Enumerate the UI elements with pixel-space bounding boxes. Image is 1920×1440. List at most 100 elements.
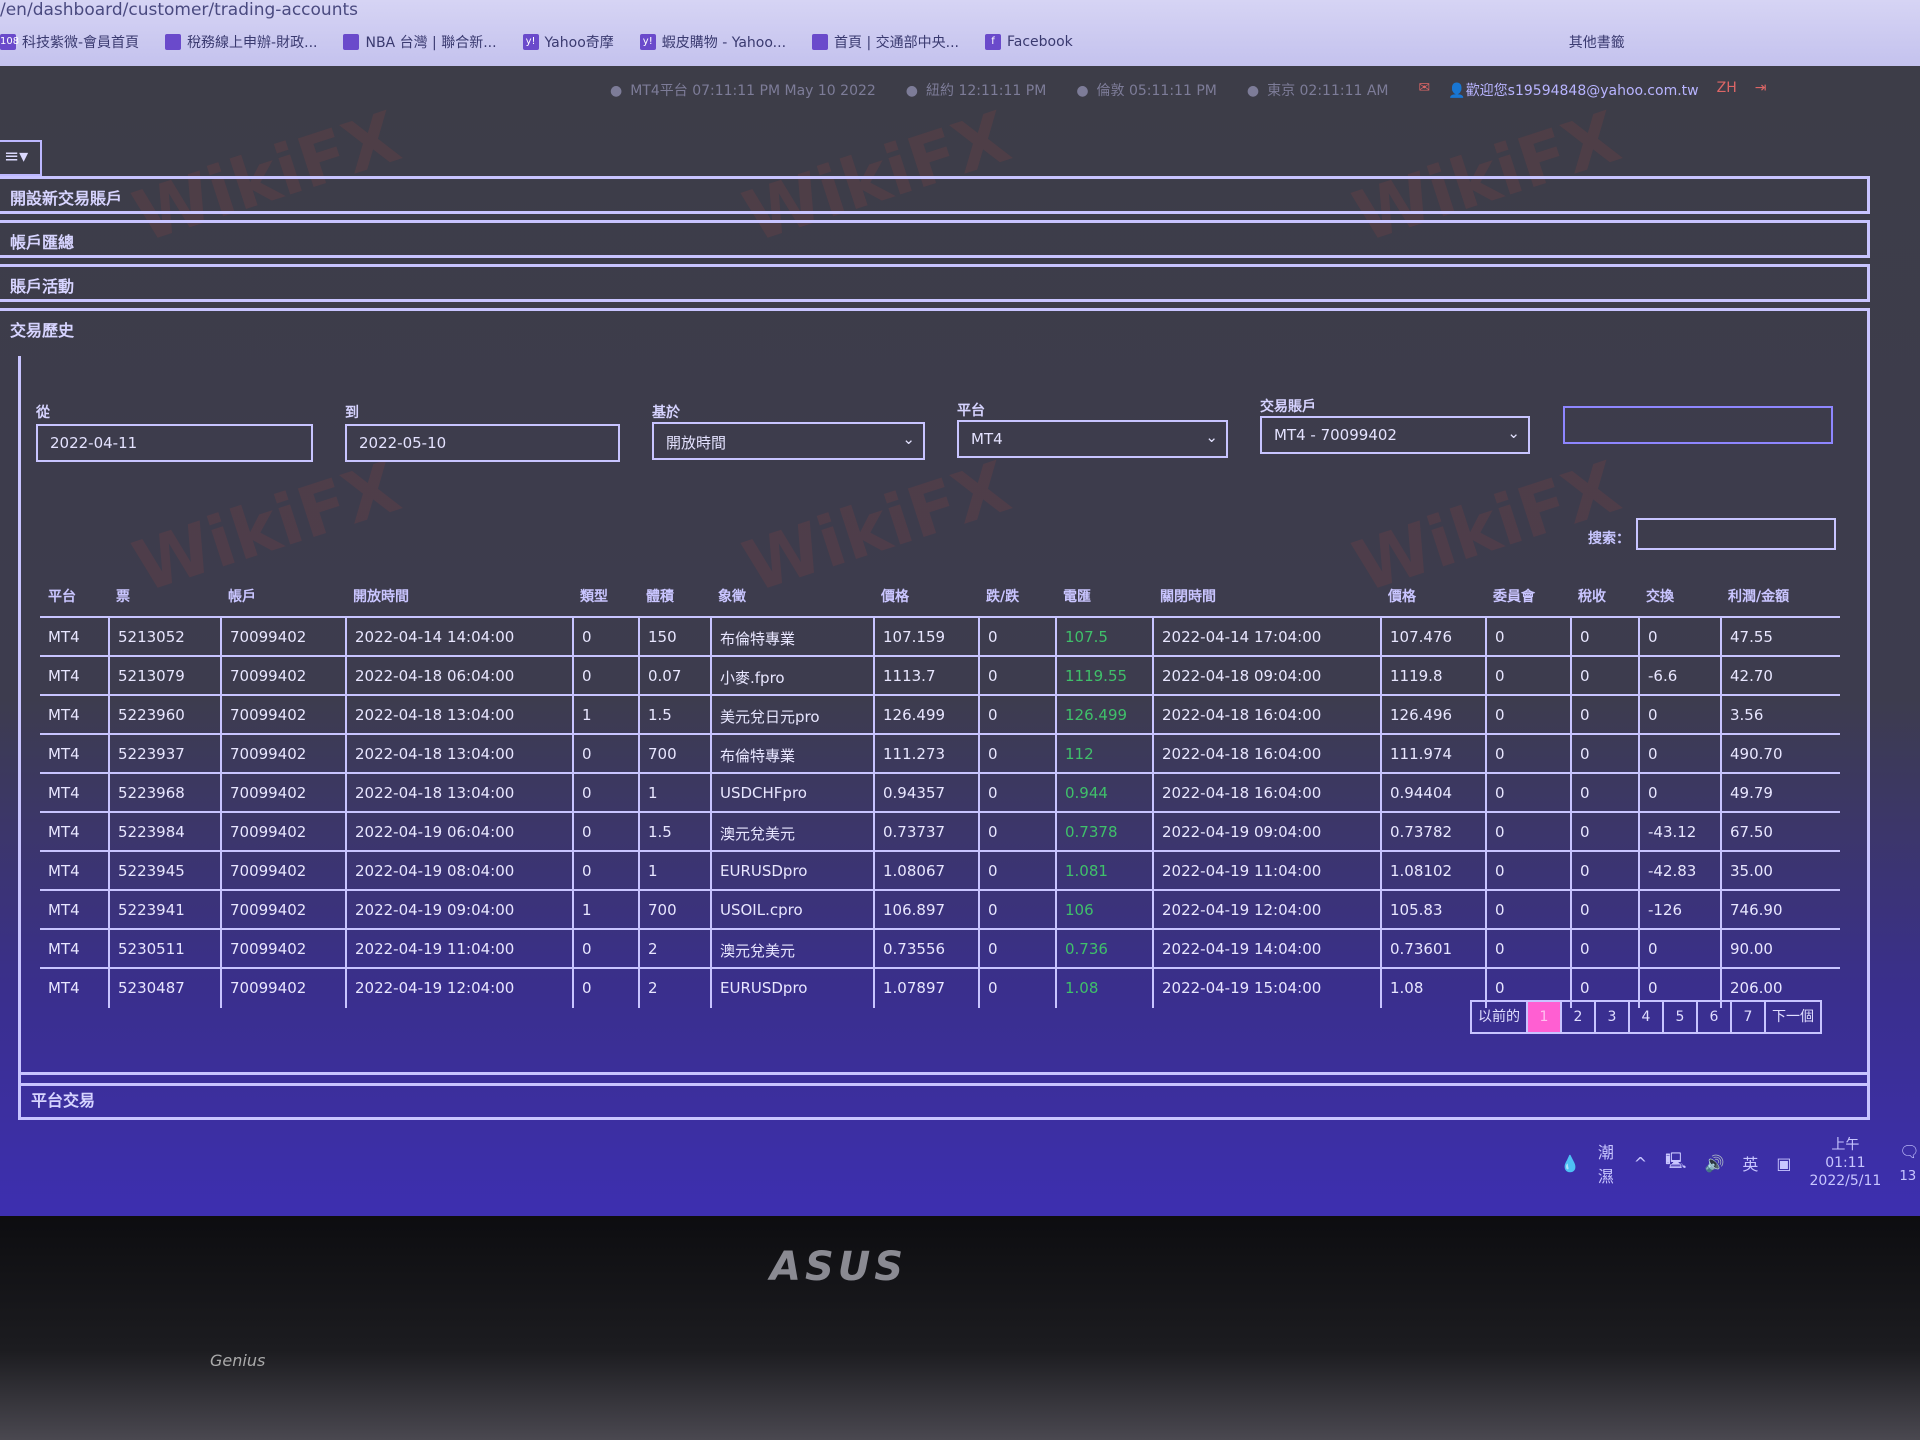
notification-icon[interactable]: 🗨13 [1899,1141,1920,1185]
table-cell: 0 [1570,618,1638,657]
column-header[interactable]: 開放時間 [353,589,409,605]
other-bookmarks[interactable]: 其他書籤 [1568,35,1625,51]
to-date-input[interactable]: 2022-05-10 [345,424,620,462]
extra-filter-input[interactable] [1563,406,1833,444]
column-header[interactable]: 帳戶 [228,589,256,605]
ime-indicator[interactable]: 英 [1742,1155,1759,1174]
menu-toggle-button[interactable]: ≡▾ [0,140,42,176]
column-header[interactable]: 類型 [580,589,608,605]
column-header[interactable]: 交換 [1646,589,1674,605]
bookmark-item[interactable]: y! Yahoo奇摩 [522,32,614,52]
table-row[interactable]: MT4 5223960 70099402 2022-04-18 13:04:00 1 1.… [40,694,1840,735]
bookmark-item[interactable]: NBA 台灣 | 聯合新... [343,32,497,52]
section-account-activity[interactable]: 賬戶活動 [0,264,1870,302]
section-trade-history[interactable]: 交易歷史 [0,308,1870,356]
bookmark-item[interactable]: y! 蝦皮購物 - Yahoo... [639,32,787,52]
table-row[interactable]: MT4 5223941 70099402 2022-04-19 09:04:00 1 70… [40,889,1840,930]
table-cell: 70099402 [220,852,345,891]
from-date-input[interactable]: 2022-04-11 [36,424,313,462]
pagination-page-6[interactable]: 6 [1696,1002,1730,1032]
table-row[interactable]: MT4 5230487 70099402 2022-04-19 12:04:00 0 2 E… [40,967,1840,1008]
pagination-page-5[interactable]: 5 [1662,1002,1696,1032]
user-greeting[interactable]: 👤歡迎您s19594848@yahoo.com.tw [1448,80,1698,100]
bookmark-item[interactable]: 首頁 | 交通部中央... [812,32,959,52]
table-cell: -126 [1638,891,1720,930]
table-cell: 2022-04-19 11:04:00 [1152,852,1380,891]
weather-label[interactable]: 潮濕 [1597,1143,1614,1186]
table-cell: 0 [572,774,638,813]
address-bar[interactable]: /en/dashboard/customer/trading-accounts [0,0,358,20]
search-input[interactable] [1636,518,1836,550]
bookmark-label: 蝦皮購物 - Yahoo... [661,35,787,51]
table-cell: 0.73782 [1380,813,1485,852]
pagination-page-2[interactable]: 2 [1560,1002,1594,1032]
pagination-prev-button[interactable]: 以前的 [1478,1009,1520,1025]
weather-icon[interactable]: 💧 [1560,1153,1580,1173]
volume-icon[interactable]: 🔊 [1704,1153,1725,1173]
column-header[interactable]: 跌/跌 [986,589,1020,605]
table-cell: 布倫特專業 [710,618,873,657]
column-header[interactable]: 價格 [881,589,909,605]
column-header[interactable]: 利潤/金額 [1728,589,1790,605]
from-label: 從 [36,405,50,421]
chevron-up-icon[interactable]: ^ [1633,1153,1648,1173]
table-row[interactable]: MT4 5223945 70099402 2022-04-19 08:04:00 0 1 E… [40,850,1840,891]
table-row[interactable]: MT4 5223984 70099402 2022-04-19 06:04:00 0 1.… [40,811,1840,852]
pagination-page-1[interactable]: 1 [1526,1002,1560,1032]
table-cell: 0 [572,657,638,696]
column-header[interactable]: 平台 [48,589,76,605]
table-cell: 0 [572,930,638,969]
column-header[interactable]: 體積 [646,589,674,605]
table-cell: USDCHFpro [710,774,873,813]
table-cell: 70099402 [220,696,345,735]
pagination-page-7[interactable]: 7 [1730,1002,1764,1032]
table-cell: MT4 [48,745,80,763]
table-cell: 0 [1485,891,1570,930]
system-clock[interactable]: 上午 01:11 2022/5/11 [1810,1136,1882,1190]
table-row[interactable]: MT4 5230511 70099402 2022-04-19 11:04:00 0 2 澳… [40,928,1840,969]
table-cell: 0 [1570,852,1638,891]
column-header[interactable]: 稅收 [1578,589,1606,605]
section-account-summary[interactable]: 帳戶匯總 [0,220,1870,258]
table-cell: 0 [1638,696,1720,735]
column-header[interactable]: 票 [116,589,130,605]
table-cell: 1 [572,891,638,930]
platform-select[interactable]: MT4 ⌄ [957,420,1228,458]
bookmark-icon: f [985,34,1001,50]
language-select[interactable]: ZH [1716,80,1737,96]
table-cell: EURUSDpro [710,852,873,891]
table-row[interactable]: MT4 5223968 70099402 2022-04-18 13:04:00 0 1 U… [40,772,1840,813]
ime-mode-icon[interactable]: ▣ [1776,1153,1792,1173]
section-platform-trade[interactable]: 平台交易 [18,1072,1870,1120]
table-row[interactable]: MT4 5213079 70099402 2022-04-18 06:04:00 0 0.… [40,655,1840,696]
section-open-account[interactable]: 開設新交易賬戶 [0,176,1870,214]
table-cell: 90.00 [1720,930,1840,969]
column-header[interactable]: 關閉時間 [1160,589,1216,605]
account-select[interactable]: MT4 - 70099402 ⌄ [1260,416,1530,454]
column-header[interactable]: 價格 [1388,589,1416,605]
table-cell: 0 [572,852,638,891]
network-icon[interactable]: 🖳 [1665,1150,1687,1170]
table-row[interactable]: MT4 5223937 70099402 2022-04-18 13:04:00 0 70… [40,733,1840,774]
pagination-page-3[interactable]: 3 [1594,1002,1628,1032]
bookmark-label: Facebook [1007,34,1073,50]
pagination-next-button[interactable]: 下一個 [1764,1002,1820,1032]
based-on-select[interactable]: 開放時間 ⌄ [652,422,925,460]
table-cell: 0 [1570,735,1638,774]
table-cell: 0.73556 [873,930,978,969]
table-row[interactable]: MT4 5213052 70099402 2022-04-14 14:04:00 0 15… [40,616,1840,657]
pagination-page-4[interactable]: 4 [1628,1002,1662,1032]
table-cell: 5213052 [108,618,220,657]
table-cell: 2022-04-18 16:04:00 [1152,696,1380,735]
mail-icon[interactable]: ✉ [1418,80,1431,96]
bookmark-item[interactable]: f Facebook [985,32,1073,52]
table-cell: 106.897 [873,891,978,930]
bookmark-item[interactable]: 108 科技紫微-會員首頁 [0,32,139,52]
table-cell: 0 [978,891,1055,930]
column-header[interactable]: 電匯 [1063,589,1091,605]
logout-icon[interactable]: ⇥ [1754,80,1767,96]
column-header[interactable]: 委員會 [1493,589,1535,605]
column-header[interactable]: 象徵 [718,589,746,605]
table-cell: 5230487 [108,969,220,1008]
bookmark-item[interactable]: 稅務線上申辦-財政... [165,32,317,52]
